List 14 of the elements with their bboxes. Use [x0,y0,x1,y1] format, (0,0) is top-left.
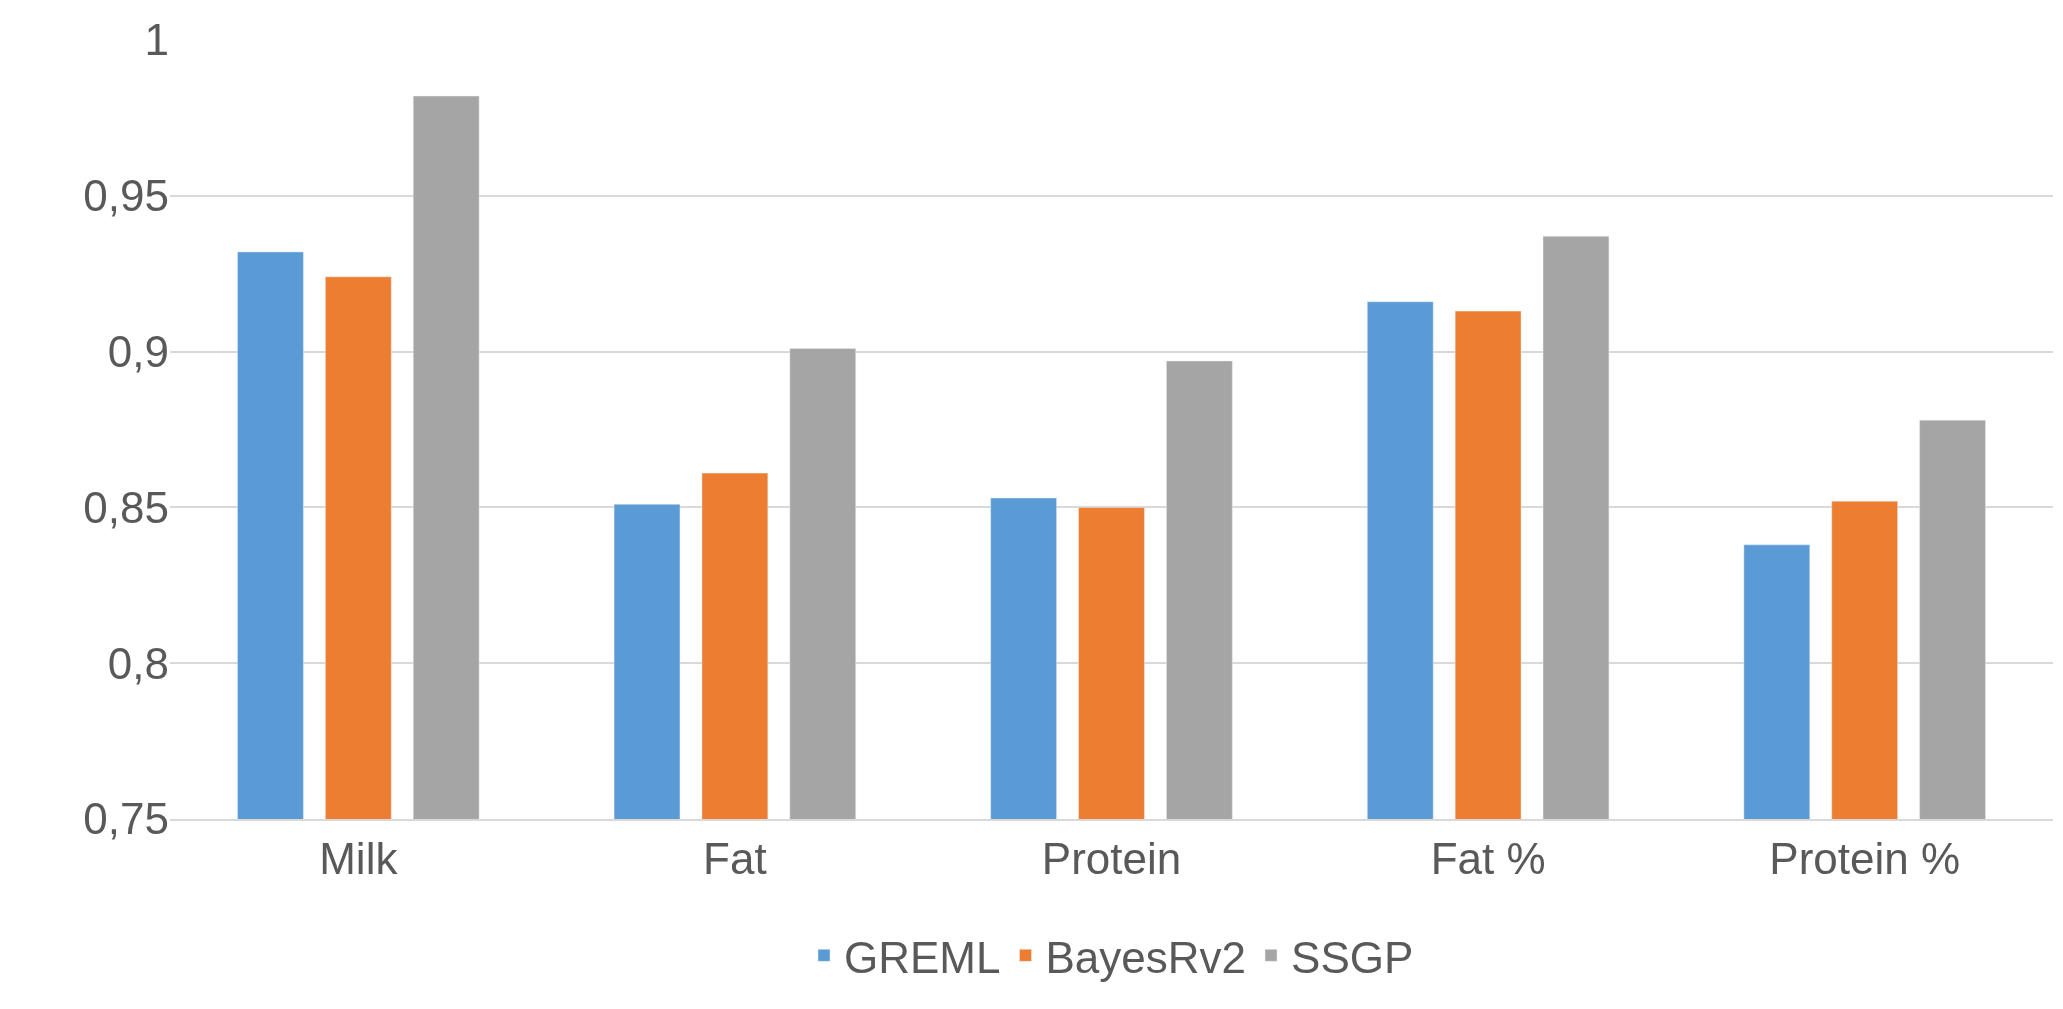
x-tick-label: Protein [1041,833,1182,883]
y-tick-label: 0,9 [107,327,169,376]
legend-label: GREML [844,932,1001,982]
y-tick-label: 0,85 [83,482,169,532]
legend-label: SSGP [1291,932,1414,982]
y-tick-label: 1 [144,15,169,65]
y-tick-label: 0,8 [107,638,169,688]
y-tick-label: 0,75 [83,794,169,844]
x-tick-label: Protein % [1769,833,1961,883]
x-tick-label: Fat [703,833,767,883]
x-tick-label: Milk [319,833,399,883]
legend-label: BayesRv2 [1045,932,1247,982]
x-tick-label: Fat % [1430,833,1546,883]
y-tick-label: 0,95 [83,171,169,221]
